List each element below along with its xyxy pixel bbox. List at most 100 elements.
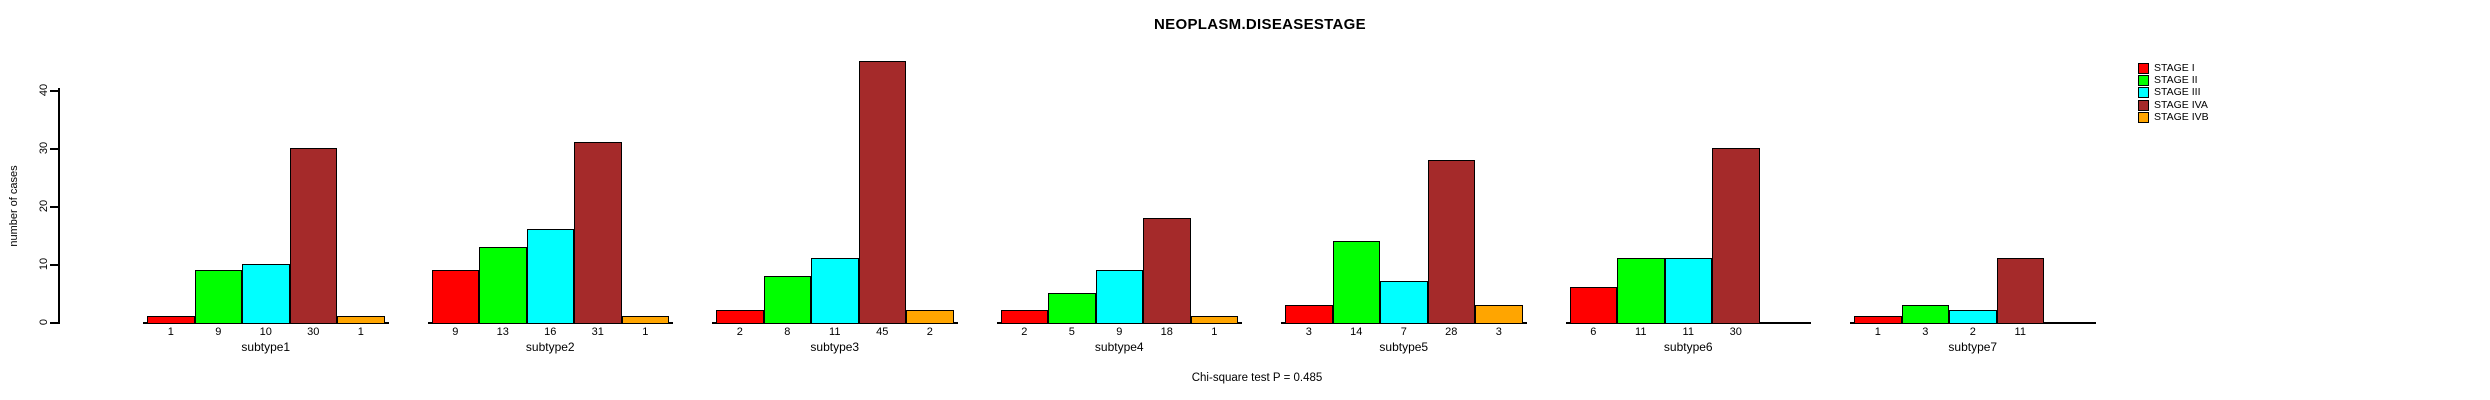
bar-subtype4-stage-iii	[1095, 270, 1143, 324]
legend-row: STAGE II	[2138, 74, 2209, 87]
bar-subtype3-stage-iva	[858, 61, 906, 324]
bar-value-label: 8	[784, 326, 791, 338]
y-tick-label: 30	[38, 141, 50, 155]
legend-swatch	[2138, 99, 2149, 111]
legend-swatch	[2138, 62, 2149, 74]
bar-subtype2-stage-iva	[574, 142, 622, 324]
category-label-subtype6: subtype6	[1663, 340, 1713, 354]
bar-value-label: 9	[215, 326, 222, 338]
y-tick-label: 20	[38, 199, 50, 213]
legend-label: STAGE III	[2154, 86, 2201, 99]
category-label-subtype2: subtype2	[525, 340, 575, 354]
bar-value-label: 10	[259, 326, 272, 338]
legend-row: STAGE IVA	[2138, 99, 2209, 111]
bar-value-label: 1	[642, 326, 649, 338]
bar-value-label: 11	[829, 326, 841, 338]
bar-subtype5-stage-iii	[1380, 281, 1428, 324]
bar-subtype4-stage-ii	[1048, 293, 1096, 324]
bar-subtype5-stage-ivb	[1475, 305, 1523, 324]
bar-subtype6-stage-iii	[1664, 258, 1712, 324]
bar-subtype2-stage-iii	[526, 229, 574, 324]
chart-title: NEOPLASM.DISEASESTAGE	[1154, 16, 1366, 33]
bar-subtype1-stage-i	[147, 316, 195, 324]
bar-value-label: 2	[1969, 326, 1976, 338]
legend-row: STAGE III	[2138, 87, 2209, 99]
bar-subtype1-stage-ivb	[337, 316, 385, 324]
bar-value-label: 1	[1874, 326, 1881, 338]
bar-value-label: 9	[1116, 326, 1123, 338]
bar-subtype3-stage-i	[716, 310, 764, 324]
y-axis-label: number of cases	[8, 165, 20, 247]
bar-value-label: 45	[876, 326, 889, 338]
bar-value-label: 1	[1211, 326, 1218, 338]
y-tick-label: 40	[38, 83, 50, 97]
bar-value-label: 13	[496, 326, 509, 338]
bar-subtype3-stage-ii	[763, 276, 811, 324]
bar-value-label: 9	[452, 326, 459, 338]
bar-value-label: 3	[1495, 326, 1502, 338]
bar-value-label: 28	[1445, 326, 1458, 338]
y-tick-label: 0	[38, 318, 50, 326]
bar-subtype6-stage-ii	[1617, 258, 1665, 324]
bar-value-label: 11	[1682, 326, 1694, 338]
bar-subtype5-stage-ii	[1332, 241, 1380, 324]
bar-value-label: 11	[2014, 326, 2026, 338]
legend-label: STAGE IVA	[2154, 98, 2208, 111]
bar-subtype6-stage-i	[1569, 287, 1617, 324]
bar-value-label: 3	[1305, 326, 1312, 338]
bar-subtype3-stage-ivb	[906, 310, 954, 324]
legend-label: STAGE II	[2154, 74, 2198, 87]
bar-subtype2-stage-i	[431, 270, 479, 324]
bar-value-label: 6	[1590, 326, 1597, 338]
bar-subtype6-stage-iva	[1712, 148, 1760, 324]
legend-row: STAGE I	[2138, 62, 2209, 74]
bar-value-label: 14	[1350, 326, 1363, 338]
bar-subtype5-stage-i	[1285, 305, 1333, 324]
bar-subtype2-stage-ii	[479, 247, 527, 324]
bar-subtype7-stage-iii	[1949, 310, 1997, 324]
category-label-subtype7: subtype7	[1948, 340, 1998, 354]
bar-value-label: 16	[544, 326, 557, 338]
category-label-subtype3: subtype3	[810, 340, 860, 354]
bar-subtype4-stage-i	[1000, 310, 1048, 324]
bar-subtype7-stage-ii	[1901, 305, 1949, 324]
y-axis-line	[58, 88, 60, 324]
bar-subtype1-stage-iii	[242, 264, 290, 324]
bar-value-label: 3	[1922, 326, 1929, 338]
bar-subtype2-stage-ivb	[621, 316, 669, 324]
bar-subtype7-stage-iva	[1996, 258, 2044, 324]
y-tick-mark	[50, 90, 58, 92]
legend-swatch	[2138, 112, 2149, 124]
legend: STAGE I STAGE II STAGE III STAGE IVA STAGE I…	[2138, 62, 2209, 124]
y-tick-mark	[50, 206, 58, 208]
bar-subtype1-stage-ii	[194, 270, 242, 324]
category-label-subtype5: subtype5	[1379, 340, 1429, 354]
bar-subtype1-stage-iva	[289, 148, 337, 324]
y-tick-mark	[50, 148, 58, 150]
bar-subtype4-stage-ivb	[1190, 316, 1238, 324]
bar-value-label: 7	[1400, 326, 1407, 338]
legend-row: STAGE IVB	[2138, 112, 2209, 124]
bar-subtype7-stage-i	[1854, 316, 1902, 324]
legend-swatch	[2138, 87, 2149, 99]
legend-label: STAGE I	[2154, 61, 2195, 74]
bar-value-label: 31	[591, 326, 604, 338]
bar-subtype3-stage-iii	[811, 258, 859, 324]
y-tick-mark	[50, 322, 58, 324]
bar-value-label: 30	[1729, 326, 1742, 338]
bar-subtype4-stage-iva	[1143, 218, 1191, 324]
bar-value-label: 2	[1021, 326, 1028, 338]
category-label-subtype4: subtype4	[1094, 340, 1144, 354]
bar-value-label: 5	[1068, 326, 1075, 338]
chi-square-annotation: Chi-square test P = 0.485	[1191, 372, 1323, 384]
category-label-subtype1: subtype1	[241, 340, 291, 354]
bar-value-label: 11	[1635, 326, 1647, 338]
bar-subtype5-stage-iva	[1427, 160, 1475, 324]
bar-value-label: 1	[357, 326, 364, 338]
y-tick-label: 10	[38, 257, 50, 271]
legend-swatch	[2138, 75, 2149, 87]
bar-value-label: 30	[307, 326, 320, 338]
y-tick-mark	[50, 264, 58, 266]
bar-value-label: 1	[167, 326, 174, 338]
